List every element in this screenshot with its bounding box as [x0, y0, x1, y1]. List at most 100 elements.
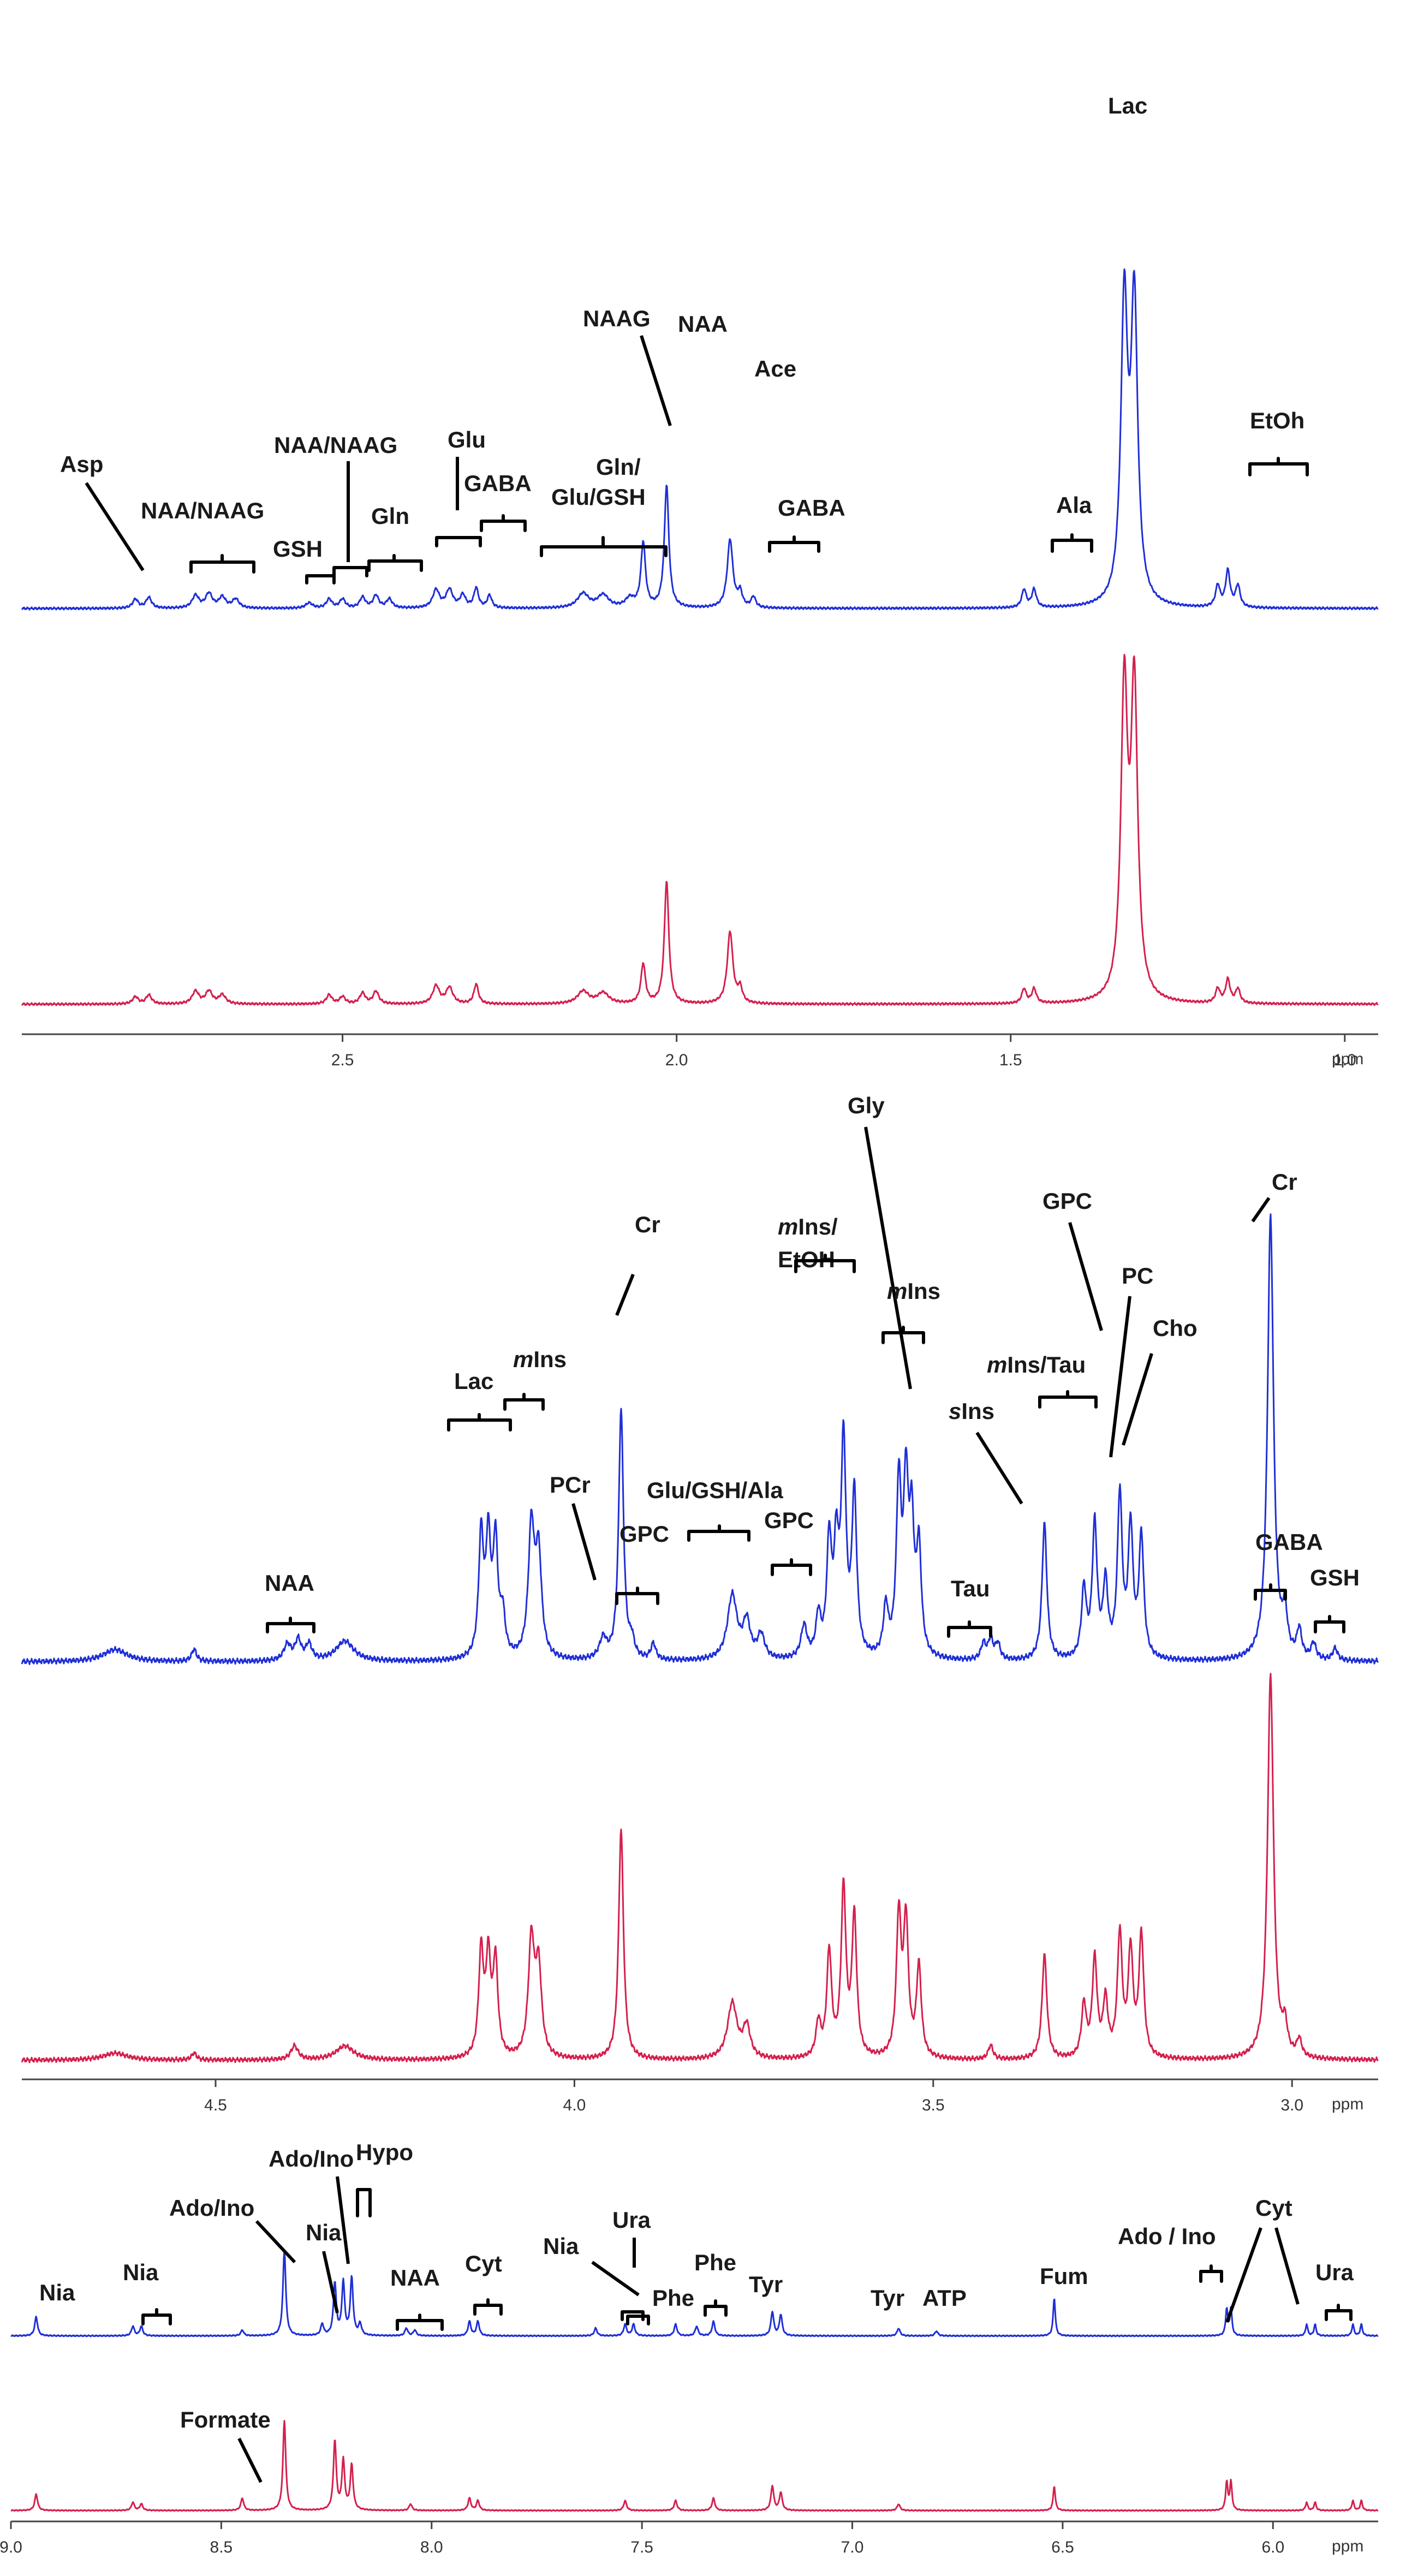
- panel-1-annotations: Asp NAA/NAAG GSH NAA/NAAG Gln Glu GABA G…: [60, 93, 1309, 585]
- italic-prefix: m: [513, 1346, 533, 1372]
- peak-label-ado-ino: Ado/Ino: [169, 2195, 254, 2221]
- italic-prefix: m: [987, 1352, 1007, 1378]
- bracket: [626, 2315, 650, 2325]
- peak-label-gaba-2: GABA: [778, 495, 845, 521]
- panel-1-tick-labels: 2.5 2.0 1.5 1.0: [331, 1051, 1356, 1069]
- bracket: [503, 1393, 545, 1411]
- panel-3-spectra: [10, 2249, 1379, 2512]
- spectrum-line-top: [21, 268, 1379, 611]
- panel-2-spectra: [21, 1213, 1379, 2064]
- bracket: [396, 2313, 444, 2331]
- italic-prefix: s: [949, 1398, 961, 1424]
- peak-label-glu-gsh-ala: Glu/GSH/Ala: [647, 1477, 783, 1503]
- peak-label-gpc: GPC: [619, 1521, 669, 1547]
- bracket: [266, 1617, 315, 1633]
- tick-label: 8.5: [210, 2538, 233, 2556]
- peak-label-formate: Formate: [180, 2407, 271, 2432]
- leader-line: [336, 2176, 350, 2264]
- peak-label-gpc-3: GPC: [1042, 1188, 1092, 1214]
- peak-label-cr-2: Cr: [1272, 1169, 1297, 1195]
- leader-line: [85, 482, 145, 571]
- peak-label-etoh: EtOh: [1250, 408, 1304, 433]
- peak-label-phe: Phe: [652, 2285, 694, 2311]
- spectrum-line-top: [10, 2249, 1379, 2338]
- panel-1-axis-unit: ppm: [1332, 1050, 1363, 1068]
- peak-label-cyt: Cyt: [465, 2251, 502, 2276]
- leader-line: [864, 1126, 912, 1390]
- italic-prefix: m: [887, 1278, 907, 1304]
- bracket: [480, 514, 527, 532]
- peak-label-fum: Fum: [1040, 2263, 1088, 2289]
- label-rest: Ins: [961, 1398, 994, 1424]
- bracket: [947, 1620, 992, 1638]
- peak-label-pcr: PCr: [550, 1472, 591, 1498]
- peak-label-cho: Cho: [1153, 1315, 1198, 1341]
- bracket: [356, 2188, 372, 2217]
- panel-2-ticks: [215, 2079, 1293, 2087]
- peak-label-nia-3: Nia: [306, 2220, 342, 2245]
- bracket: [189, 554, 255, 574]
- panel-2-annotations: NAA Lac mIns PCr Cr GPC Glu/GSH/Ala GPC …: [265, 1093, 1360, 1638]
- bracket: [540, 536, 668, 557]
- peak-label-naa-naag-2: NAA/NAAG: [274, 432, 397, 458]
- bracket: [615, 1587, 659, 1605]
- leader-line: [571, 1503, 597, 1581]
- peak-label-sins: sIns: [949, 1398, 994, 1424]
- leader-line: [322, 2251, 339, 2313]
- leader-line: [975, 1432, 1023, 1505]
- panel-1-ticks: [342, 1034, 1346, 1042]
- peak-label-pc: PC: [1122, 1263, 1153, 1289]
- tick-label: 9.0: [0, 2538, 22, 2556]
- bracket: [367, 554, 423, 572]
- bracket: [794, 1254, 856, 1273]
- peak-label-lac: Lac: [1108, 93, 1147, 118]
- peak-label-hypo: Hypo: [356, 2139, 413, 2165]
- peak-label-tyr-2: Tyr: [871, 2285, 904, 2311]
- peak-label-nia-4: Nia: [543, 2233, 579, 2259]
- peak-label-naa: NAA: [678, 311, 728, 337]
- bracket: [141, 2308, 172, 2325]
- peak-label-gpc-2: GPC: [764, 1507, 814, 1533]
- bracket: [1248, 457, 1309, 476]
- bracket: [771, 1558, 812, 1576]
- peak-label-naa: NAA: [390, 2265, 440, 2291]
- spectrum-line-bottom: [21, 1673, 1379, 2064]
- peak-label-naa-naag: NAA/NAAG: [141, 498, 264, 523]
- peak-label-glu: Glu: [448, 427, 486, 452]
- spectrum-line-bottom: [21, 654, 1379, 1006]
- tick-label: 7.5: [630, 2538, 653, 2556]
- leader-line: [640, 335, 672, 426]
- peak-label-mins: mIns: [513, 1346, 567, 1372]
- label-rest: Ins/Tau: [1007, 1352, 1086, 1378]
- peak-label-tau: Tau: [951, 1576, 990, 1601]
- peak-label-ura: Ura: [612, 2207, 651, 2233]
- peak-label-atp: ATP: [922, 2285, 967, 2311]
- leader-line: [591, 2261, 640, 2297]
- peak-label-naag: NAAG: [583, 306, 651, 331]
- peak-label-ura-2: Ura: [1315, 2259, 1354, 2285]
- bracket: [447, 1413, 512, 1432]
- peak-label-ala: Ala: [1056, 492, 1092, 518]
- leader-line: [615, 1273, 635, 1316]
- tick-label: 4.0: [563, 2096, 586, 2114]
- peak-label-ace: Ace: [754, 356, 796, 381]
- peak-label-tyr: Tyr: [749, 2271, 783, 2297]
- panel-3-tick-labels: 9.0 8.5 8.0 7.5 7.0 6.5 6.0: [0, 2538, 1284, 2556]
- panel-3-ticks: [10, 2521, 1274, 2529]
- bracket: [305, 574, 336, 585]
- bracket: [687, 1524, 750, 1542]
- tick-label: 2.5: [331, 1051, 354, 1069]
- panel-3: ppm 9.0 8.5 8.0 7.5 7.0 6.5 6.0 Nia Nia …: [0, 2139, 1379, 2556]
- peak-label-mins-tau: mIns/Tau: [987, 1352, 1086, 1378]
- tick-label: 3.5: [922, 2096, 945, 2114]
- leader-line: [237, 2437, 263, 2483]
- peak-label-gaba: GABA: [1255, 1529, 1323, 1555]
- bracket: [881, 1326, 925, 1344]
- label-rest: Ins: [907, 1278, 940, 1304]
- peak-label-mins-etoh: mIns/: [778, 1214, 838, 1239]
- peak-label-gln-slash: Gln/: [596, 454, 641, 480]
- label-rest: Ins/: [798, 1214, 838, 1239]
- peak-label-gsh: GSH: [273, 536, 323, 562]
